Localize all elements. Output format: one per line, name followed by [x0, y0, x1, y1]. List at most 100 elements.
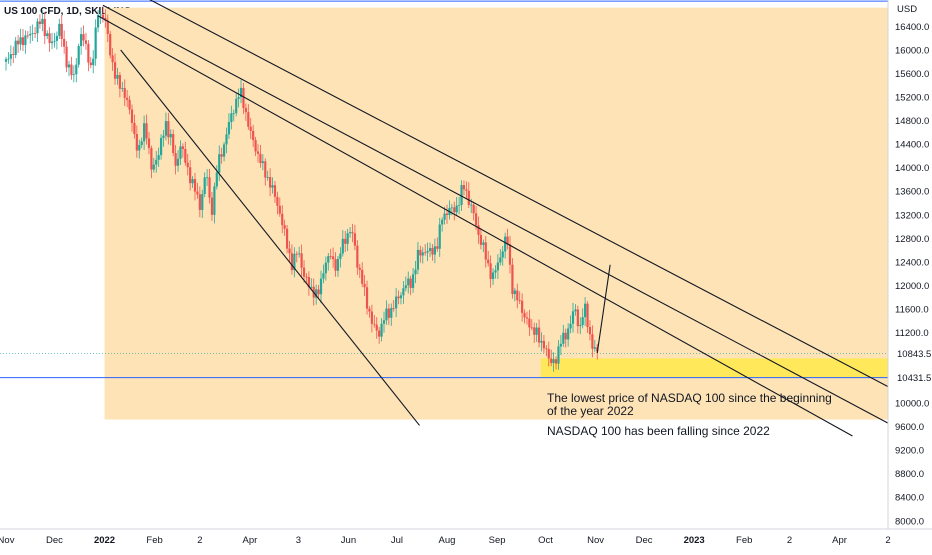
candle-body	[588, 326, 592, 335]
candle-body	[516, 290, 519, 301]
candle-body	[385, 308, 388, 321]
candle-body	[29, 33, 32, 36]
x-tick-label: 2022	[94, 535, 115, 546]
candle-body	[50, 41, 54, 44]
candle-body	[266, 177, 269, 178]
candle-body	[46, 33, 49, 37]
candle-body	[424, 252, 427, 254]
candle-body	[26, 35, 29, 37]
candle-body	[494, 270, 497, 273]
candle-body	[501, 251, 504, 258]
candle-body	[75, 64, 78, 75]
candle-body	[315, 289, 318, 298]
candle-body	[496, 262, 499, 271]
price-tag-bg	[889, 346, 932, 361]
candle-body	[586, 303, 589, 327]
price-tag-label: 10843.5	[897, 349, 931, 360]
y-tick-label: 16400.0	[895, 22, 929, 33]
candle-body	[542, 340, 546, 349]
candle-body	[392, 308, 395, 309]
candle-body	[184, 149, 187, 163]
candle-body	[482, 242, 485, 245]
candle-body	[390, 308, 393, 318]
candle-body	[63, 38, 66, 47]
candle-body	[133, 122, 136, 135]
candle-body	[89, 62, 92, 66]
candle-body	[322, 273, 325, 279]
candle-body	[172, 134, 175, 154]
candles-layer	[4, 6, 599, 372]
y-tick-label: 16000.0	[895, 46, 929, 57]
candle-body	[201, 194, 204, 210]
candle-body	[462, 185, 466, 190]
candle-body	[206, 177, 209, 179]
candle-body	[399, 295, 403, 299]
candle-body	[164, 121, 168, 136]
candle-body	[104, 17, 107, 21]
candle-body	[455, 205, 458, 213]
candle-body	[295, 253, 298, 255]
candle-body	[113, 62, 117, 79]
candle-body	[55, 35, 58, 41]
candle-body	[281, 213, 284, 226]
candle-body	[249, 126, 252, 131]
y-tick-label: 12400.0	[895, 257, 929, 268]
candle-body	[562, 332, 565, 344]
x-tick-label: Jun	[341, 535, 356, 546]
candle-body	[256, 151, 260, 154]
x-tick-label: Apr	[243, 535, 258, 546]
candle-body	[293, 253, 296, 271]
candle-body	[43, 18, 46, 37]
x-tick-label: Feb	[736, 535, 752, 546]
y-tick-label: 8000.0	[895, 516, 924, 527]
candle-body	[150, 148, 153, 170]
candle-body	[324, 262, 327, 274]
candle-body	[147, 138, 151, 149]
candle-body	[191, 179, 194, 184]
candle-body	[431, 248, 434, 255]
candle-body	[554, 359, 558, 364]
annotation-falling: NASDAQ 100 has been falling since 2022	[547, 424, 770, 438]
candle-body	[387, 308, 390, 318]
candle-body	[252, 130, 255, 141]
y-tick-label: 9200.0	[895, 446, 924, 457]
candle-body	[208, 177, 211, 198]
candle-body	[145, 123, 148, 139]
candle-body	[288, 248, 291, 254]
candle-body	[450, 207, 453, 209]
candle-body	[402, 288, 405, 296]
candle-body	[33, 33, 37, 35]
candle-body	[307, 276, 310, 288]
candle-body	[361, 269, 364, 284]
candle-body	[41, 18, 44, 24]
candle-body	[239, 87, 243, 98]
x-tick-label: 3	[296, 535, 301, 546]
y-tick-label: 13200.0	[895, 210, 929, 221]
candle-body	[336, 258, 340, 271]
candle-body	[397, 296, 400, 299]
candle-body	[584, 303, 587, 318]
candle-body	[130, 109, 134, 123]
zones-layer	[104, 7, 889, 420]
candle-body	[559, 343, 562, 347]
candle-body	[278, 205, 281, 214]
x-tick-label: Aug	[439, 535, 456, 546]
candle-body	[94, 27, 97, 59]
candle-body	[152, 164, 155, 170]
candle-body	[135, 134, 138, 151]
candle-body	[189, 167, 192, 184]
candle-body	[82, 34, 85, 41]
candle-body	[370, 311, 373, 324]
candle-body	[407, 278, 410, 286]
candle-body	[222, 144, 226, 157]
candle-body	[7, 58, 10, 60]
candle-body	[567, 328, 570, 340]
candle-body	[215, 172, 218, 187]
candle-body	[4, 59, 8, 62]
candle-body	[329, 256, 332, 257]
candle-body	[14, 40, 17, 56]
candle-body	[242, 87, 245, 108]
candle-body	[220, 154, 223, 157]
candle-body	[460, 185, 463, 205]
